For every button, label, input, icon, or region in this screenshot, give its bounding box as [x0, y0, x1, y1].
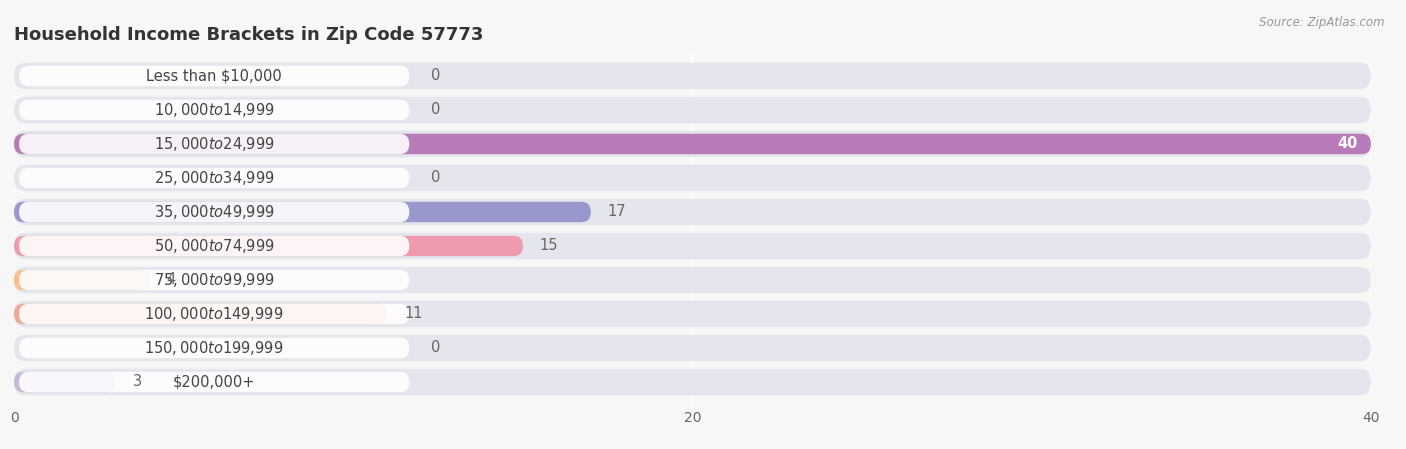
- FancyBboxPatch shape: [14, 301, 1371, 327]
- FancyBboxPatch shape: [14, 369, 1371, 395]
- Text: 0: 0: [432, 69, 440, 84]
- FancyBboxPatch shape: [20, 100, 409, 120]
- FancyBboxPatch shape: [14, 97, 1371, 123]
- FancyBboxPatch shape: [14, 165, 1371, 191]
- FancyBboxPatch shape: [20, 304, 409, 324]
- Text: Source: ZipAtlas.com: Source: ZipAtlas.com: [1260, 16, 1385, 29]
- FancyBboxPatch shape: [20, 66, 409, 86]
- FancyBboxPatch shape: [14, 202, 591, 222]
- Text: 17: 17: [607, 204, 626, 220]
- Text: $25,000 to $34,999: $25,000 to $34,999: [153, 169, 274, 187]
- FancyBboxPatch shape: [20, 372, 409, 392]
- FancyBboxPatch shape: [14, 335, 1371, 361]
- Text: 4: 4: [167, 273, 176, 287]
- FancyBboxPatch shape: [20, 270, 409, 290]
- Text: 40: 40: [1337, 136, 1357, 151]
- FancyBboxPatch shape: [20, 134, 409, 154]
- Text: Less than $10,000: Less than $10,000: [146, 69, 283, 84]
- Text: 0: 0: [432, 340, 440, 356]
- Text: 0: 0: [432, 102, 440, 118]
- Text: $200,000+: $200,000+: [173, 374, 256, 389]
- FancyBboxPatch shape: [14, 131, 1371, 157]
- FancyBboxPatch shape: [14, 236, 523, 256]
- FancyBboxPatch shape: [14, 63, 1371, 89]
- FancyBboxPatch shape: [14, 270, 150, 290]
- FancyBboxPatch shape: [20, 236, 409, 256]
- FancyBboxPatch shape: [14, 134, 1371, 154]
- Text: $75,000 to $99,999: $75,000 to $99,999: [153, 271, 274, 289]
- FancyBboxPatch shape: [20, 168, 409, 188]
- FancyBboxPatch shape: [14, 267, 1371, 293]
- FancyBboxPatch shape: [14, 199, 1371, 225]
- Text: $150,000 to $199,999: $150,000 to $199,999: [145, 339, 284, 357]
- Text: 11: 11: [404, 307, 423, 321]
- FancyBboxPatch shape: [14, 304, 387, 324]
- FancyBboxPatch shape: [14, 372, 115, 392]
- Text: $15,000 to $24,999: $15,000 to $24,999: [153, 135, 274, 153]
- Text: $35,000 to $49,999: $35,000 to $49,999: [153, 203, 274, 221]
- FancyBboxPatch shape: [20, 338, 409, 358]
- Text: $50,000 to $74,999: $50,000 to $74,999: [153, 237, 274, 255]
- Text: $100,000 to $149,999: $100,000 to $149,999: [145, 305, 284, 323]
- Text: $10,000 to $14,999: $10,000 to $14,999: [153, 101, 274, 119]
- Text: 15: 15: [540, 238, 558, 254]
- FancyBboxPatch shape: [20, 202, 409, 222]
- Text: Household Income Brackets in Zip Code 57773: Household Income Brackets in Zip Code 57…: [14, 26, 484, 44]
- FancyBboxPatch shape: [14, 233, 1371, 259]
- Text: 3: 3: [132, 374, 142, 389]
- Text: 0: 0: [432, 171, 440, 185]
